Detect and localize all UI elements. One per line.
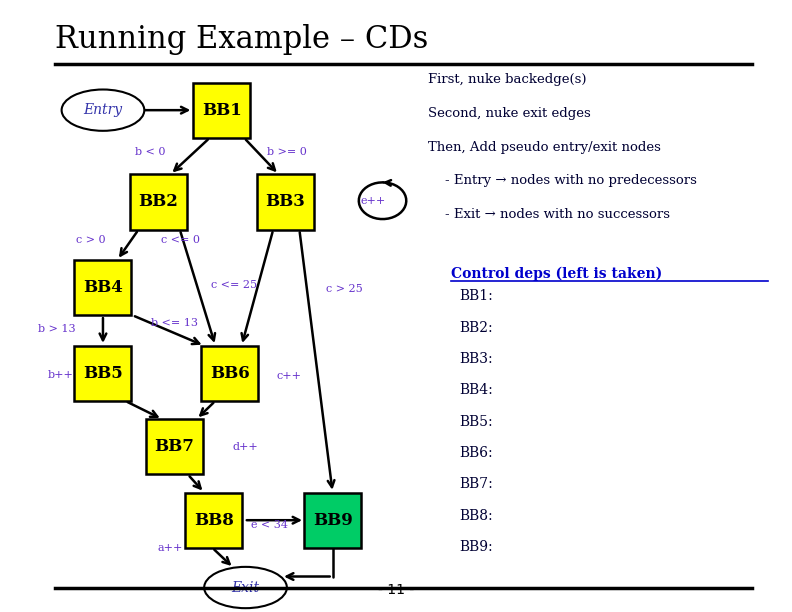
Text: BB3:: BB3: — [459, 352, 493, 366]
Text: Entry: Entry — [83, 103, 123, 117]
Text: - Entry → nodes with no predecessors: - Entry → nodes with no predecessors — [428, 174, 696, 187]
FancyBboxPatch shape — [193, 83, 250, 138]
Text: c <= 25: c <= 25 — [211, 280, 257, 289]
Text: BB4:: BB4: — [459, 383, 493, 397]
Text: First, nuke backedge(s): First, nuke backedge(s) — [428, 73, 586, 86]
Text: BB3: BB3 — [265, 193, 305, 211]
Text: BB7:: BB7: — [459, 477, 493, 491]
Text: BB8: BB8 — [194, 512, 234, 529]
Text: BB6: BB6 — [210, 365, 249, 382]
Text: b > 13: b > 13 — [38, 324, 76, 334]
FancyBboxPatch shape — [146, 419, 203, 474]
Text: BB5: BB5 — [83, 365, 123, 382]
Text: Running Example – CDs: Running Example – CDs — [55, 24, 428, 56]
Text: BB1: BB1 — [202, 102, 242, 119]
Text: a++: a++ — [158, 543, 183, 553]
Text: BB4: BB4 — [83, 279, 123, 296]
FancyBboxPatch shape — [304, 493, 361, 548]
Ellipse shape — [62, 89, 144, 131]
Text: - 11 -: - 11 - — [378, 583, 414, 597]
Text: b <= 13: b <= 13 — [150, 318, 198, 328]
Text: BB2:: BB2: — [459, 321, 493, 335]
Text: BB1:: BB1: — [459, 289, 493, 304]
FancyBboxPatch shape — [257, 174, 314, 230]
Text: b < 0: b < 0 — [135, 147, 166, 157]
Text: BB9:: BB9: — [459, 540, 493, 554]
Text: e < 34: e < 34 — [251, 520, 287, 530]
FancyBboxPatch shape — [185, 493, 242, 548]
Text: c++: c++ — [276, 371, 302, 381]
Text: BB5:: BB5: — [459, 415, 493, 428]
Text: b >= 0: b >= 0 — [267, 147, 307, 157]
FancyBboxPatch shape — [201, 346, 258, 401]
Text: c > 0: c > 0 — [76, 235, 106, 245]
Text: BB6:: BB6: — [459, 446, 493, 460]
Text: Second, nuke exit edges: Second, nuke exit edges — [428, 107, 590, 120]
Text: Exit: Exit — [231, 581, 260, 594]
Text: BB8:: BB8: — [459, 509, 493, 523]
Text: c > 25: c > 25 — [326, 284, 363, 294]
Text: - Exit → nodes with no successors: - Exit → nodes with no successors — [428, 208, 670, 221]
FancyBboxPatch shape — [130, 174, 187, 230]
Text: Then, Add pseudo entry/exit nodes: Then, Add pseudo entry/exit nodes — [428, 141, 661, 154]
Ellipse shape — [204, 567, 287, 608]
FancyBboxPatch shape — [74, 346, 131, 401]
Text: e++: e++ — [360, 196, 386, 206]
Text: BB2: BB2 — [139, 193, 178, 211]
Text: b++: b++ — [48, 370, 74, 379]
Text: Control deps (left is taken): Control deps (left is taken) — [451, 266, 663, 281]
Text: BB7: BB7 — [154, 438, 194, 455]
Text: BB9: BB9 — [313, 512, 352, 529]
FancyBboxPatch shape — [74, 260, 131, 315]
Text: c <= 0: c <= 0 — [161, 235, 200, 245]
Text: d++: d++ — [233, 442, 258, 452]
